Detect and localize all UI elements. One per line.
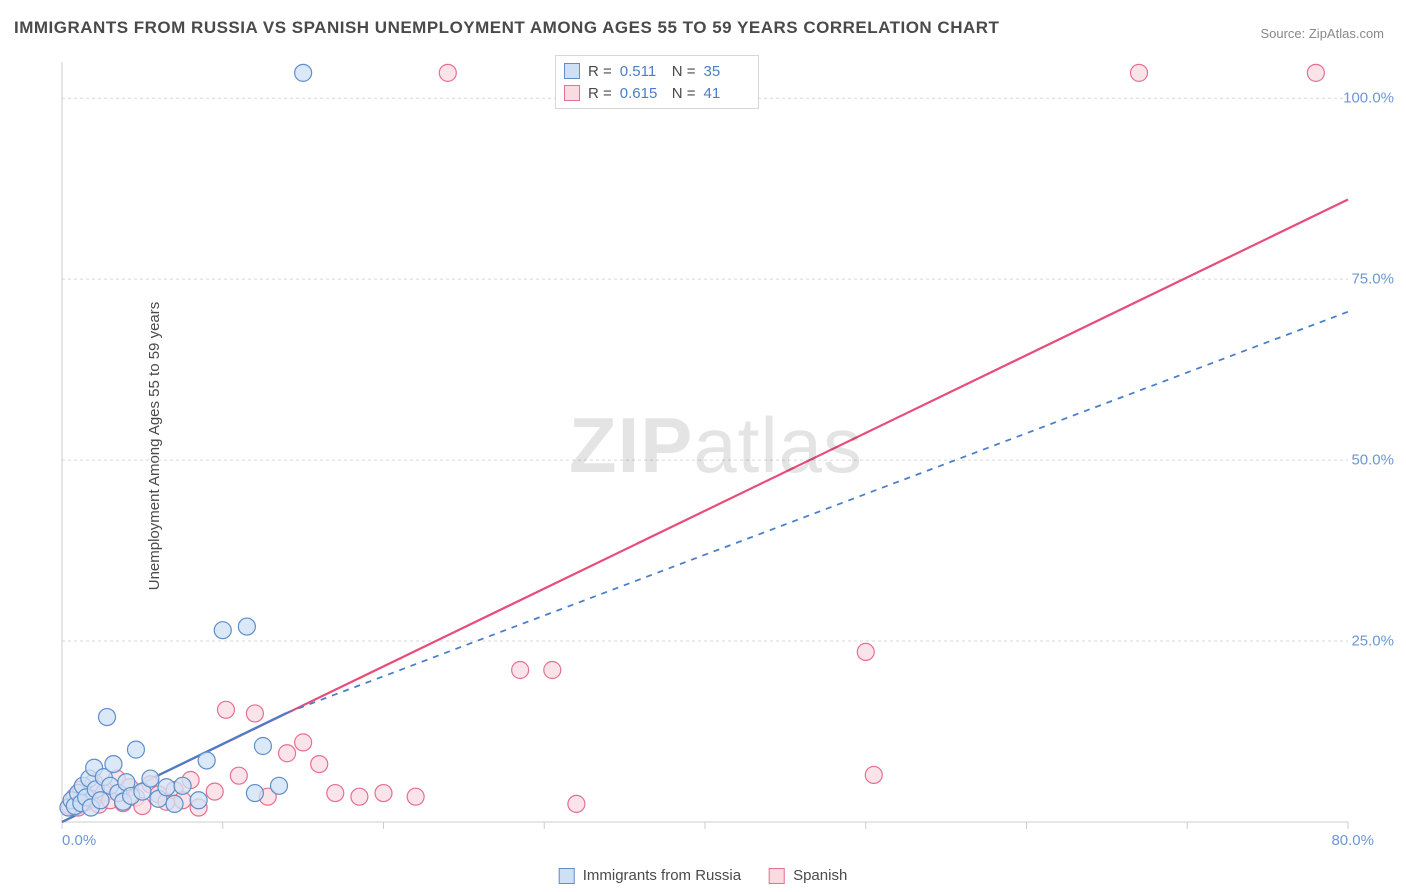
pink-point bbox=[230, 767, 247, 784]
legend-stat-row: R = 0.615 N = 41 bbox=[564, 82, 748, 104]
pink-point bbox=[544, 662, 561, 679]
pink-point bbox=[407, 788, 424, 805]
legend-swatch bbox=[559, 868, 575, 884]
legend-n-value: 41 bbox=[704, 85, 748, 102]
blue-point bbox=[295, 64, 312, 81]
pink-point bbox=[279, 745, 296, 762]
blue-point bbox=[142, 770, 159, 787]
blue-point bbox=[190, 792, 207, 809]
blue-point bbox=[198, 752, 215, 769]
legend-stats: R = 0.511 N = 35 R = 0.615 N = 41 bbox=[555, 55, 759, 109]
legend-swatch bbox=[564, 85, 580, 101]
legend-swatch bbox=[769, 868, 785, 884]
blue-regression-dash bbox=[287, 312, 1348, 713]
pink-point bbox=[217, 701, 234, 718]
legend-r-key: R = bbox=[588, 85, 612, 102]
blue-point bbox=[99, 709, 116, 726]
legend-stat-row: R = 0.511 N = 35 bbox=[564, 60, 748, 82]
legend-item: Immigrants from Russia bbox=[559, 867, 741, 884]
legend-r-key: R = bbox=[588, 63, 612, 80]
legend-n-value: 35 bbox=[704, 63, 748, 80]
pink-point bbox=[1307, 64, 1324, 81]
legend-n-key: N = bbox=[672, 85, 696, 102]
ytick-label: 25.0% bbox=[1351, 633, 1394, 650]
blue-point bbox=[238, 618, 255, 635]
pink-point bbox=[375, 785, 392, 802]
chart-svg bbox=[48, 50, 1384, 850]
pink-point bbox=[351, 788, 368, 805]
blue-point bbox=[174, 777, 191, 794]
xtick-label: 0.0% bbox=[62, 832, 96, 849]
legend-r-value: 0.511 bbox=[620, 63, 664, 80]
legend-swatch bbox=[564, 63, 580, 79]
xtick-label: 80.0% bbox=[1331, 832, 1374, 849]
pink-point bbox=[865, 766, 882, 783]
blue-point bbox=[127, 741, 144, 758]
pink-point bbox=[206, 783, 223, 800]
blue-point bbox=[246, 785, 263, 802]
blue-point bbox=[166, 795, 183, 812]
pink-point bbox=[512, 662, 529, 679]
blue-point bbox=[214, 622, 231, 639]
blue-point bbox=[92, 792, 109, 809]
blue-point bbox=[158, 779, 175, 796]
pink-point bbox=[246, 705, 263, 722]
chart-title: IMMIGRANTS FROM RUSSIA VS SPANISH UNEMPL… bbox=[14, 18, 999, 38]
ytick-label: 50.0% bbox=[1351, 452, 1394, 469]
ytick-label: 100.0% bbox=[1343, 90, 1394, 107]
blue-point bbox=[105, 756, 122, 773]
legend-label: Immigrants from Russia bbox=[583, 867, 741, 884]
pink-point bbox=[295, 734, 312, 751]
pink-point bbox=[327, 785, 344, 802]
legend-n-key: N = bbox=[672, 63, 696, 80]
blue-point bbox=[254, 738, 271, 755]
ytick-label: 75.0% bbox=[1351, 271, 1394, 288]
legend-item: Spanish bbox=[769, 867, 847, 884]
chart-area: ZIPatlas bbox=[48, 50, 1384, 850]
legend-r-value: 0.615 bbox=[620, 85, 664, 102]
pink-point bbox=[568, 795, 585, 812]
pink-point bbox=[1131, 64, 1148, 81]
pink-point bbox=[311, 756, 328, 773]
source-label: Source: ZipAtlas.com bbox=[1260, 26, 1384, 41]
pink-point bbox=[857, 643, 874, 660]
blue-point bbox=[271, 777, 288, 794]
pink-point bbox=[439, 64, 456, 81]
legend-series: Immigrants from Russia Spanish bbox=[559, 867, 848, 884]
legend-label: Spanish bbox=[793, 867, 847, 884]
